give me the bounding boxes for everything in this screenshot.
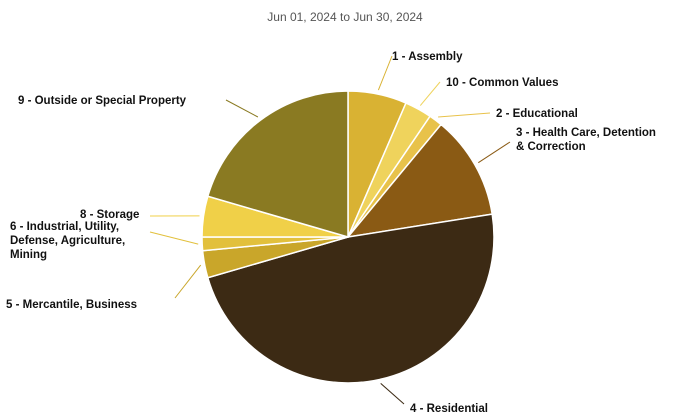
leader-line xyxy=(438,112,491,118)
slice-label: 8 - Storage xyxy=(80,209,139,221)
slice-label: 10 - Common Values xyxy=(446,77,558,89)
chart-subtitle: Jun 01, 2024 to Jun 30, 2024 xyxy=(267,10,423,24)
leader-line xyxy=(225,99,259,118)
leader-line xyxy=(174,264,202,299)
slice-label: 5 - Mercantile, Business xyxy=(6,299,137,311)
leader-line xyxy=(419,81,441,106)
slice-label: 2 - Educational xyxy=(496,108,578,120)
pie-slice xyxy=(206,213,495,384)
slice-label: 1 - Assembly xyxy=(392,51,463,63)
slice-label: 9 - Outside or Special Property xyxy=(18,95,187,107)
pie-slice xyxy=(346,123,494,239)
slice-label: 4 - Residential xyxy=(410,403,488,415)
pie-slice xyxy=(206,90,349,238)
leader-line xyxy=(377,55,393,91)
leader-line xyxy=(380,383,405,405)
leader-line xyxy=(149,231,199,245)
slice-label: 6 - Industrial, Utility, Defense, Agricul… xyxy=(10,221,125,261)
leader-line xyxy=(478,141,511,164)
slice-label: 3 - Health Care, Detention & Correction xyxy=(516,127,656,153)
